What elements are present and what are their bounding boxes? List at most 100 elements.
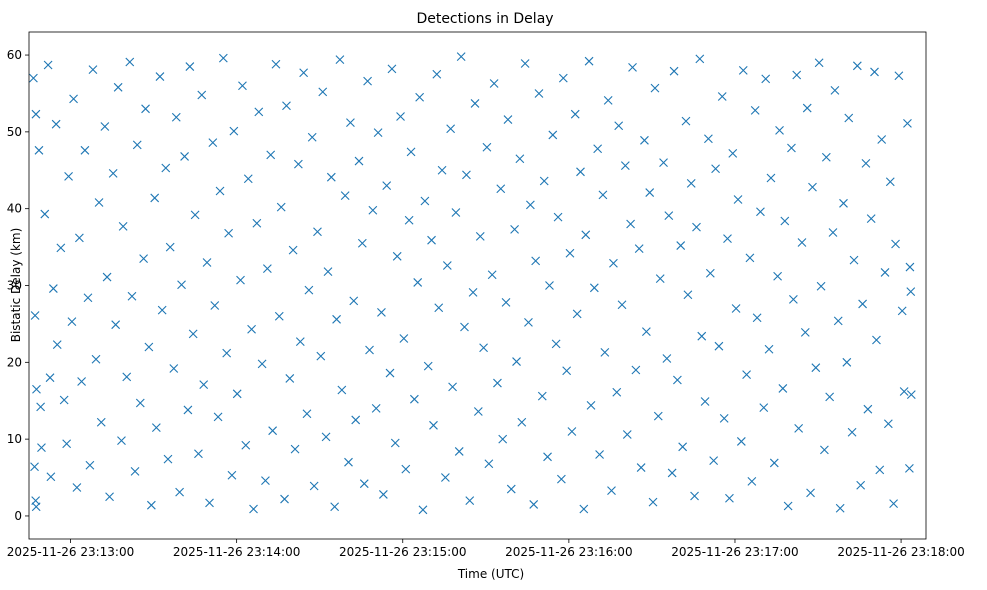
y-tick-label-2: 20 bbox=[7, 355, 22, 369]
data-point-43 bbox=[127, 291, 137, 301]
data-point-250 bbox=[700, 397, 710, 406]
data-point-199 bbox=[558, 73, 568, 83]
data-point-188 bbox=[529, 500, 539, 509]
data-point-227 bbox=[636, 463, 646, 472]
data-point-324 bbox=[905, 463, 914, 473]
data-point-84 bbox=[241, 440, 251, 450]
data-point-42 bbox=[125, 57, 135, 67]
data-point-267 bbox=[747, 476, 757, 486]
data-point-51 bbox=[150, 193, 160, 203]
data-point-127 bbox=[359, 479, 369, 489]
data-point-228 bbox=[640, 135, 649, 145]
data-point-198 bbox=[556, 474, 566, 484]
data-point-157 bbox=[442, 261, 452, 270]
data-point-262 bbox=[733, 195, 743, 204]
data-point-134 bbox=[378, 490, 388, 499]
data-point-219 bbox=[614, 121, 624, 131]
data-point-146 bbox=[413, 278, 423, 287]
data-point-256 bbox=[717, 92, 727, 101]
data-point-195 bbox=[548, 130, 558, 140]
data-point-87 bbox=[249, 504, 258, 514]
data-point-137 bbox=[387, 64, 397, 74]
data-point-171 bbox=[482, 142, 492, 152]
data-point-283 bbox=[792, 70, 802, 80]
data-point-142 bbox=[401, 464, 411, 474]
data-point-166 bbox=[468, 288, 478, 297]
data-point-300 bbox=[839, 198, 848, 208]
data-point-29 bbox=[88, 65, 98, 75]
data-point-55 bbox=[161, 163, 171, 173]
data-point-290 bbox=[811, 363, 821, 373]
data-point-160 bbox=[451, 208, 461, 217]
data-point-59 bbox=[171, 112, 181, 122]
data-point-31 bbox=[94, 198, 104, 207]
data-point-297 bbox=[830, 85, 840, 95]
data-point-89 bbox=[254, 107, 264, 117]
data-point-91 bbox=[261, 476, 270, 486]
data-point-280 bbox=[783, 501, 793, 511]
data-point-294 bbox=[821, 152, 831, 162]
data-point-309 bbox=[863, 404, 873, 414]
x-tick-label-2: 2025-11-26 23:15:00 bbox=[339, 545, 466, 559]
data-point-208 bbox=[584, 56, 594, 66]
data-point-19 bbox=[62, 439, 72, 449]
data-point-34 bbox=[102, 272, 112, 282]
data-point-23 bbox=[72, 483, 82, 492]
data-point-186 bbox=[524, 317, 533, 327]
data-point-281 bbox=[787, 143, 796, 153]
data-point-302 bbox=[844, 113, 854, 123]
data-point-284 bbox=[794, 423, 804, 433]
y-tick-label-5: 50 bbox=[7, 125, 22, 139]
data-point-265 bbox=[742, 370, 751, 379]
data-point-316 bbox=[883, 419, 893, 429]
data-point-116 bbox=[330, 502, 340, 512]
data-point-172 bbox=[484, 459, 494, 469]
data-point-305 bbox=[852, 61, 862, 71]
x-tick-label-4: 2025-11-26 23:17:00 bbox=[671, 545, 798, 559]
data-point-121 bbox=[344, 457, 353, 467]
data-point-179 bbox=[503, 115, 513, 124]
data-point-194 bbox=[545, 281, 554, 290]
data-point-288 bbox=[806, 488, 815, 498]
data-point-90 bbox=[257, 359, 267, 369]
data-point-221 bbox=[620, 161, 630, 171]
data-point-244 bbox=[683, 290, 693, 300]
data-point-14 bbox=[48, 284, 58, 293]
data-point-100 bbox=[285, 374, 295, 383]
data-point-180 bbox=[506, 484, 516, 494]
data-point-85 bbox=[243, 174, 253, 184]
data-point-133 bbox=[377, 307, 386, 317]
data-point-64 bbox=[185, 62, 195, 71]
data-point-295 bbox=[825, 392, 835, 402]
data-point-266 bbox=[745, 253, 755, 263]
data-point-33 bbox=[100, 122, 110, 131]
data-point-308 bbox=[861, 158, 871, 168]
data-point-39 bbox=[117, 436, 126, 446]
data-point-103 bbox=[293, 159, 303, 169]
data-point-125 bbox=[354, 156, 364, 166]
data-point-8 bbox=[36, 402, 46, 412]
data-point-105 bbox=[299, 68, 309, 78]
data-point-296 bbox=[828, 228, 838, 237]
data-point-235 bbox=[659, 158, 668, 167]
x-axis-ticks: 2025-11-26 23:13:00 2025-11-26 23:14:00 20… bbox=[7, 539, 965, 559]
data-point-292 bbox=[816, 281, 826, 291]
data-point-18 bbox=[59, 395, 69, 405]
x-tick-label-1: 2025-11-26 23:14:00 bbox=[173, 545, 300, 559]
data-point-237 bbox=[664, 211, 674, 220]
data-point-20 bbox=[64, 172, 73, 181]
data-point-45 bbox=[132, 140, 142, 150]
x-tick-label-0: 2025-11-26 23:13:00 bbox=[7, 545, 134, 559]
data-point-268 bbox=[750, 105, 760, 115]
x-tick-label-3: 2025-11-26 23:16:00 bbox=[505, 545, 632, 559]
data-point-49 bbox=[144, 342, 154, 352]
data-point-102 bbox=[290, 444, 300, 454]
data-point-277 bbox=[775, 125, 784, 135]
data-point-270 bbox=[756, 207, 765, 217]
data-point-46 bbox=[135, 398, 145, 408]
data-point-37 bbox=[111, 320, 121, 330]
data-point-99 bbox=[282, 101, 291, 111]
data-point-223 bbox=[626, 219, 635, 229]
data-point-165 bbox=[465, 496, 475, 505]
data-point-70 bbox=[202, 258, 212, 267]
